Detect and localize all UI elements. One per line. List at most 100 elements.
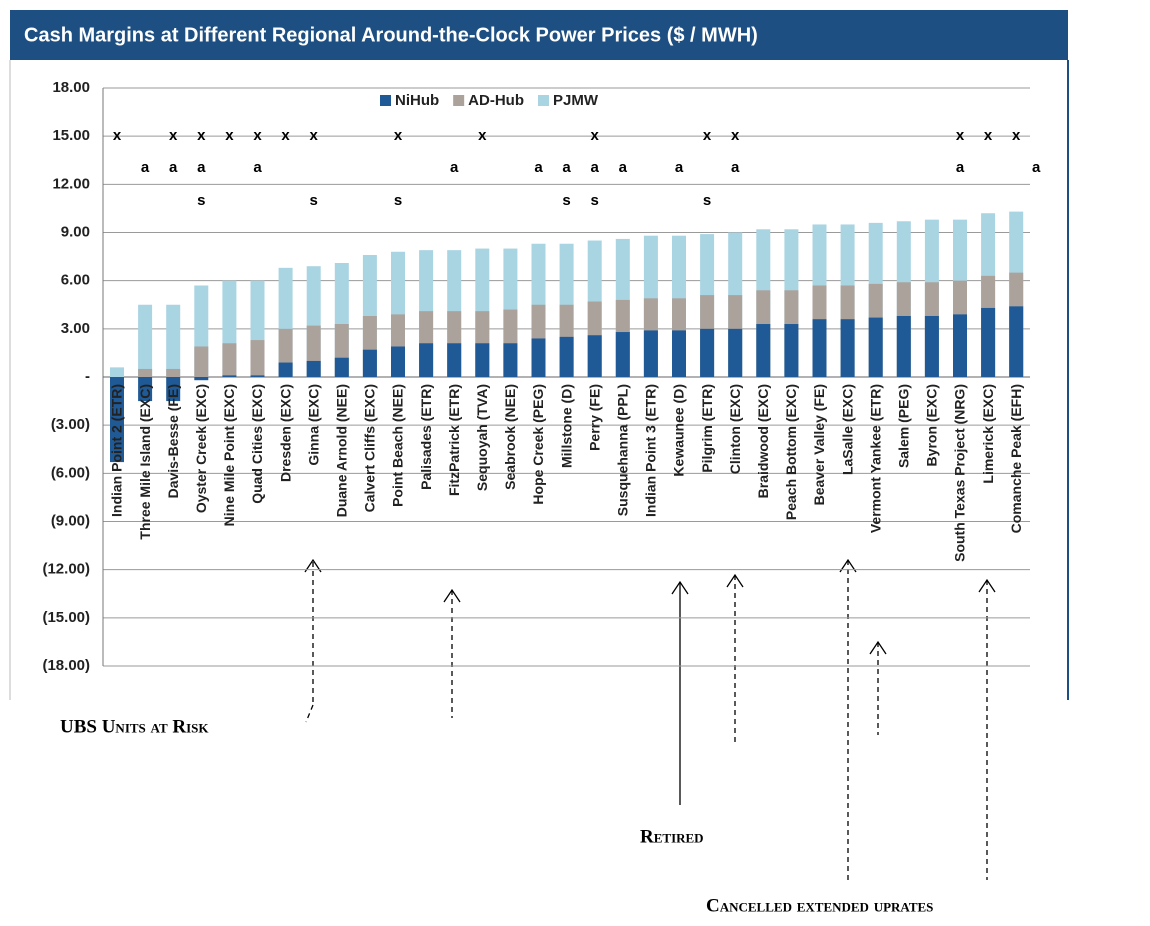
legend-label: PJMW [553,92,599,109]
bar [110,377,124,463]
marker: x [984,127,993,144]
y-tick-label: (9.00) [51,512,90,529]
bar [840,319,855,377]
y-tick-label: (18.00) [42,657,90,674]
annotation: Retired [640,826,704,847]
bar [896,315,911,377]
bar [138,368,153,377]
marker: x [1012,127,1021,144]
bar [672,330,686,377]
bar [334,357,349,377]
bar [222,375,237,377]
bar [503,343,518,377]
marker: a [141,159,150,176]
marker: a [731,159,740,176]
x-tick-label: LaSalle (EXC) [839,384,855,475]
marker: x [113,127,122,144]
marker: a [956,159,965,176]
marker: x [281,127,290,144]
marker: s [591,192,599,209]
marker: x [703,127,712,144]
bar [475,343,490,377]
bar [531,338,546,377]
x-tick-label: Kewaunee (D) [671,384,687,477]
y-tick-label: 12.00 [52,175,90,192]
marker: a [197,159,206,176]
marker: a [253,159,262,176]
y-tick-label: - [85,368,90,385]
x-tick-label: Pilgrim (ETR) [699,384,715,473]
y-tick-label: (6.00) [51,464,90,481]
bar [194,346,209,377]
legend-label: NiHub [395,92,439,109]
marker: a [591,159,600,176]
legend-label: AD-Hub [468,92,524,109]
y-tick-label: (3.00) [51,416,90,433]
x-tick-label: Limerick (EXC) [980,384,996,484]
bar [166,304,181,377]
marker: x [225,127,234,144]
marker: x [591,127,600,144]
annotation: UBS Units at Risk [60,716,209,737]
bar [1009,306,1024,377]
bar [868,317,883,377]
bar [756,324,771,377]
marker: x [394,127,403,144]
x-tick-label: Seabrook (NEE) [502,384,518,490]
bar [110,367,124,377]
x-tick-label: Three Mile Island (EXC) [137,384,153,540]
bar [391,346,405,377]
title-bar [10,10,1068,60]
x-tick-label: Vermont Yankee (ETR) [867,384,883,533]
y-tick-label: 3.00 [61,320,90,337]
arrows [304,558,996,880]
x-tick-label: Sequoyah (TVA) [474,384,490,491]
bar [981,307,996,377]
x-tick-label: Millstone (D) [558,384,574,468]
annotation: Cancelled extended uprates [706,895,933,916]
bar [250,340,265,377]
bar [362,349,377,377]
x-tick-label: Beaver Valley (FE) [811,384,827,505]
marker: a [619,159,628,176]
marker: a [169,159,178,176]
marker: s [562,192,570,209]
x-tick-label: Point Beach (NEE) [390,384,406,507]
chart-title: Cash Margins at Different Regional Aroun… [24,24,758,46]
x-tick-label: Braidwood (EXC) [755,384,771,498]
legend-swatch [453,95,465,106]
marker: x [956,127,965,144]
x-tick-label: Clinton (EXC) [727,384,743,474]
marker: a [675,159,684,176]
bar [953,314,967,377]
bar [559,336,574,377]
x-tick-label: South Texas Project (NRG) [952,384,968,562]
bar [166,377,181,402]
bar [784,324,799,377]
marker: a [562,159,571,176]
x-tick-label: Byron (EXC) [924,384,940,466]
bar [700,328,715,377]
marker: s [703,192,711,209]
x-tick-label: Nine Mile Point (EXC) [221,384,237,526]
marker: a [534,159,543,176]
bar [924,315,939,377]
x-tick-label: Susquehanna (PPL) [615,384,631,516]
x-tick-label: Hope Creek (PEG) [530,384,546,505]
x-tick-label: Salem (PEG) [896,384,912,468]
bar [812,319,827,377]
bar [138,377,153,402]
bar [728,328,743,377]
bar [643,330,658,377]
x-tick-label: Perry (FE) [586,384,602,451]
x-tick-label: Peach Bottom (EXC) [783,384,799,520]
x-tick-label: Palisades (ETR) [418,384,434,490]
marker: x [169,127,178,144]
y-tick-label: 6.00 [61,272,90,289]
legend-swatch [538,95,549,106]
marker: s [394,192,402,209]
x-tick-label: Indian Point 2 (ETR) [109,384,125,517]
x-tick-label: Quad Cities (EXC) [249,384,265,504]
